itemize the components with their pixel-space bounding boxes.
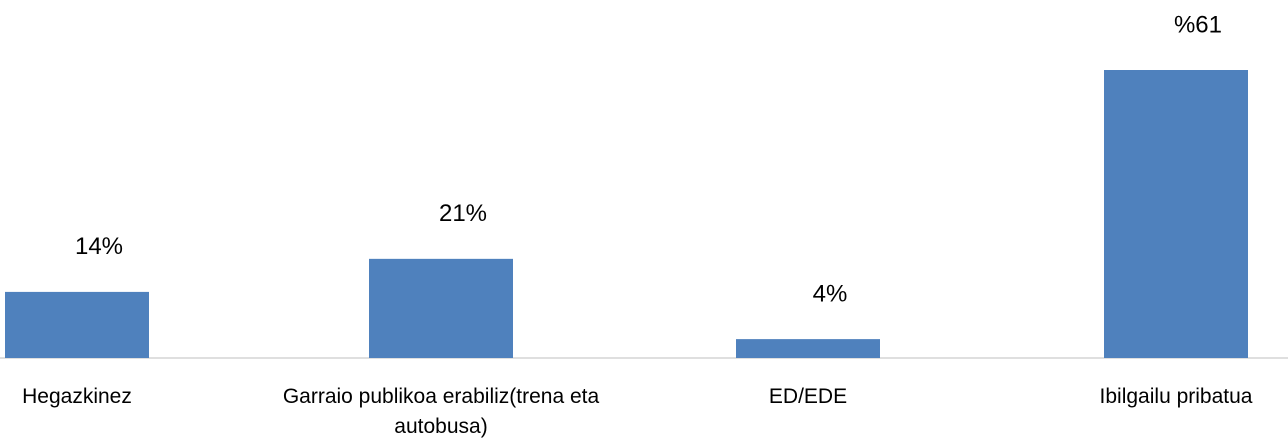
bar: [5, 291, 149, 358]
x-tick-label: ED/EDE: [768, 385, 848, 408]
data-label: 21%: [439, 200, 487, 227]
data-label: %61: [1174, 11, 1222, 38]
bar: [369, 258, 513, 358]
x-tick-label: Hegazkinez: [22, 385, 132, 408]
x-tick-label: Garraio publikoa erabiliz(trena eta auto…: [282, 385, 600, 438]
data-label: 14%: [75, 233, 123, 260]
x-tick-label: Ibilgailu pribatua: [1099, 385, 1253, 408]
data-label: 4%: [813, 280, 848, 307]
bar: [1104, 70, 1248, 358]
bar: [736, 339, 880, 358]
